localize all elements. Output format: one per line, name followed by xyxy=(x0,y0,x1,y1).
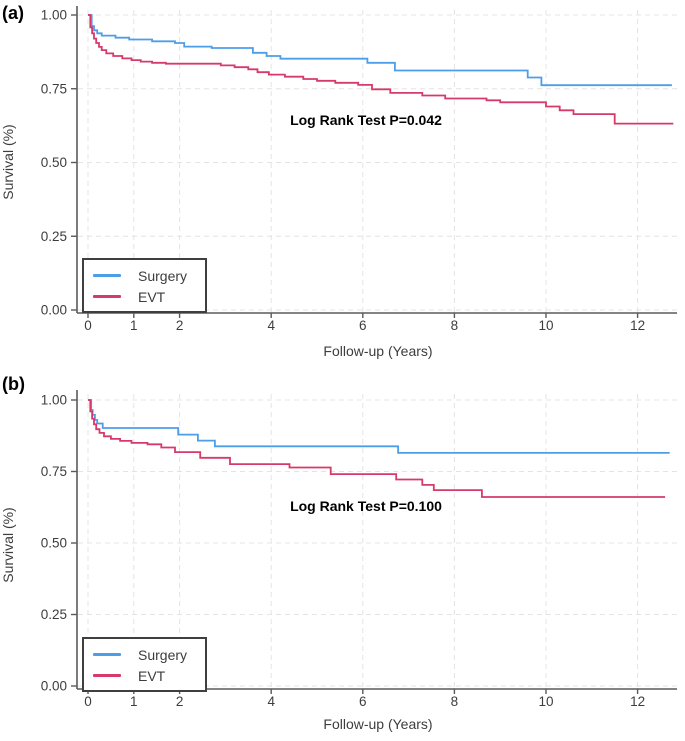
legend-item-evt: EVT xyxy=(84,665,205,686)
x-tick-label: 6 xyxy=(359,694,367,709)
legend-b: Surgery EVT xyxy=(82,637,207,692)
y-tick-label: 0.50 xyxy=(41,155,67,170)
legend-item-surgery: Surgery xyxy=(84,644,205,665)
x-tick-label: 0 xyxy=(84,694,92,709)
logrank-annotation-b: Log Rank Test P=0.100 xyxy=(290,498,442,514)
x-tick-label: 0 xyxy=(84,318,92,333)
km-curve-surgery xyxy=(88,399,670,454)
y-tick-label: 1.00 xyxy=(41,8,67,23)
x-tick-label: 12 xyxy=(630,318,645,333)
x-tick-label: 2 xyxy=(176,694,184,709)
km-curve-evt xyxy=(88,399,666,498)
panel-b-label: (b) xyxy=(2,374,25,394)
y-tick-label: 0.50 xyxy=(41,536,67,551)
x-tick-label: 10 xyxy=(538,318,553,333)
legend-a: Surgery EVT xyxy=(82,258,207,313)
evt-line-swatch xyxy=(93,674,121,677)
x-tick-label: 1 xyxy=(130,694,138,709)
km-plot-b: 0.000.250.500.751.000 1 2 4 6 8 10 12 xyxy=(41,390,677,709)
legend-label-evt: EVT xyxy=(138,667,166,684)
legend-item-evt: EVT xyxy=(84,286,205,307)
x-tick-label: 2 xyxy=(176,318,184,333)
x-tick-label: 4 xyxy=(267,318,275,333)
evt-line-swatch xyxy=(93,295,121,298)
legend-label-evt: EVT xyxy=(138,288,166,305)
x-tick-label: 8 xyxy=(451,694,459,709)
x-tick-label: 6 xyxy=(359,318,367,333)
y-tick-label: 0.00 xyxy=(41,679,67,694)
x-tick-label: 12 xyxy=(630,694,645,709)
y-tick-label: 0.75 xyxy=(41,81,67,96)
legend-label-surgery: Surgery xyxy=(138,267,188,284)
x-axis-title-b: Follow-up (Years) xyxy=(323,716,433,732)
panel-b: 0.00 0.25 0.50 0.75 1.00 0 1 2 4 6 8 10 12 (b) Survi… xyxy=(0,371,685,741)
km-curve-evt xyxy=(88,14,674,125)
surgery-line-swatch xyxy=(93,274,121,277)
y-axis-title-b: Survival (%) xyxy=(0,507,16,583)
legend-label-surgery: Surgery xyxy=(138,646,188,663)
y-tick-label: 1.00 xyxy=(41,393,67,408)
y-axis-title-a: Survival (%) xyxy=(0,124,16,200)
km-curve-surgery xyxy=(88,14,672,87)
x-axis-title-a: Follow-up (Years) xyxy=(323,343,433,359)
logrank-annotation-a: Log Rank Test P=0.042 xyxy=(290,112,442,128)
km-plot-a: 0.000.250.500.751.000 1 2 4 6 8 10 12 xyxy=(41,6,677,333)
x-tick-label: 1 xyxy=(130,318,138,333)
surgery-line-swatch xyxy=(93,653,121,656)
legend-item-surgery: Surgery xyxy=(84,265,205,286)
y-tick-label: 0.25 xyxy=(41,607,67,622)
y-tick-label: 0.25 xyxy=(41,229,67,244)
x-tick-label: 4 xyxy=(267,694,275,709)
y-tick-label: 0.75 xyxy=(41,464,67,479)
y-tick-label: 0.00 xyxy=(41,303,67,318)
x-tick-label: 8 xyxy=(451,318,459,333)
x-tick-label: 10 xyxy=(538,694,553,709)
panel-a-label: (a) xyxy=(2,3,24,23)
panel-a: 0.00 0.25 0.50 0.75 1.00 0 1 2 4 6 8 10 12 (a) Survi… xyxy=(0,3,677,359)
